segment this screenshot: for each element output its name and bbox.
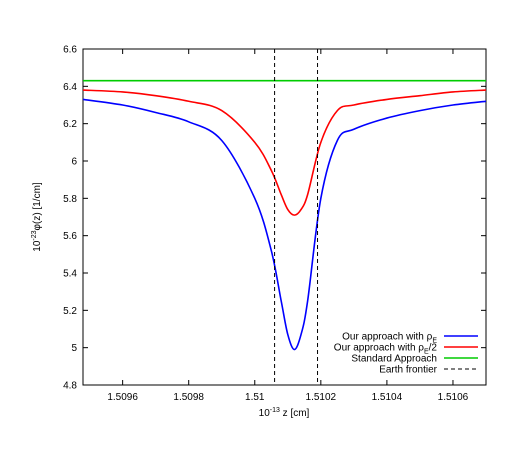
legend-label: Earth frontier — [379, 365, 437, 376]
x-tick-label: 1.5106 — [438, 392, 469, 403]
legend-label: Our approach with ρE — [342, 332, 437, 345]
y-tick-label: 6.6 — [63, 45, 77, 56]
y-axis-ticks: 4.8 5 5.2 5.4 5.6 5.8 6 6.2 6.4 6.6 — [63, 45, 486, 392]
x-tick-label: 1.5102 — [306, 392, 337, 403]
series-rho-e-line — [82, 98, 487, 351]
y-tick-label: 6.2 — [63, 119, 77, 130]
x-tick-label: 1.51 — [245, 392, 265, 403]
series-rho-e-half-line — [82, 89, 487, 216]
legend-label: Standard Approach — [351, 354, 437, 365]
x-tick-label: 1.5104 — [372, 392, 403, 403]
x-tick-label: 1.5098 — [173, 392, 204, 403]
y-axis-label: 10-23φ(z) [1/cm] — [31, 182, 43, 252]
y-tick-label: 6.4 — [63, 82, 77, 93]
x-axis-ticks: 1.5096 1.5098 1.51 1.5102 1.5104 1.5106 — [107, 49, 469, 403]
series-layer — [82, 79, 487, 351]
y-tick-label: 5.4 — [63, 269, 77, 280]
y-tick-label: 5 — [71, 343, 77, 354]
earth-frontier-lines — [274, 49, 319, 385]
legend-label: Our approach with ρE/2 — [334, 343, 438, 356]
plot-frame — [82, 48, 487, 386]
y-tick-label: 5.2 — [63, 306, 77, 317]
y-tick-label: 5.6 — [63, 231, 77, 242]
y-tick-label: 5.8 — [63, 194, 77, 205]
x-tick-label: 1.5096 — [107, 392, 138, 403]
y-tick-label: 4.8 — [63, 381, 77, 392]
y-tick-label: 6 — [71, 157, 77, 168]
x-axis-label: 10-13 z [cm] — [259, 407, 310, 419]
